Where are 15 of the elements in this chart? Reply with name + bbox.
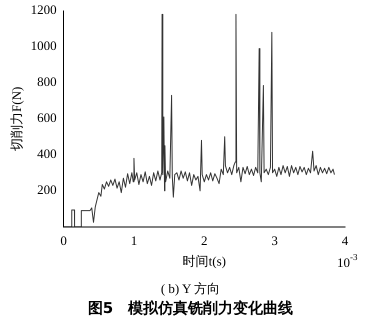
x-tick-label: 4 — [342, 233, 349, 248]
x-tick-label: 3 — [271, 233, 278, 248]
y-tick-label: 1000 — [30, 38, 57, 54]
y-tick-label: 800 — [37, 74, 57, 90]
y-tick-label: 1200 — [30, 2, 57, 18]
text: ( b) Y 方向 — [160, 280, 222, 298]
text: 图5 模拟仿真铣削力变化曲线 — [86, 299, 294, 318]
y-tick-label: 600 — [37, 110, 57, 126]
y-axis-title: 切削力F(N) — [9, 86, 24, 151]
y-tick-label: 400 — [37, 146, 57, 162]
x-tick-label: 1 — [130, 233, 138, 248]
x-tick-label: 0 — [60, 233, 67, 248]
x-tick-label: 2 — [201, 233, 208, 248]
y-tick-label: 200 — [37, 182, 57, 198]
x-axis-title: 时间t(s) — [182, 254, 226, 269]
